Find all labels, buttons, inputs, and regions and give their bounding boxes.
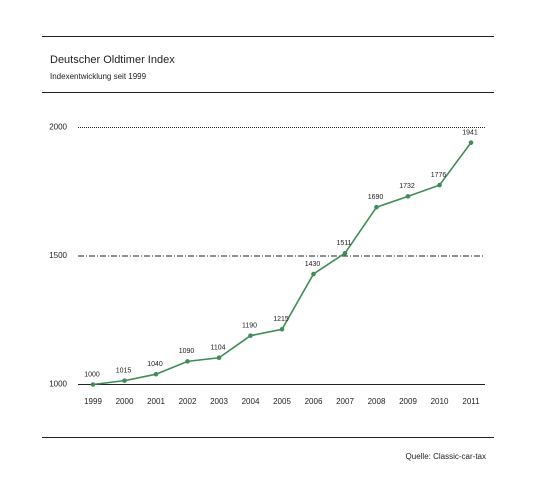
data-label: 1690 — [368, 194, 384, 201]
point — [90, 382, 96, 387]
data-label: 1732 — [399, 183, 415, 190]
x-tick-label: 2002 — [179, 397, 197, 406]
x-tick-label: 1999 — [84, 397, 102, 406]
data-label: 1104 — [210, 345, 225, 352]
x-tick-label: 2001 — [147, 397, 165, 406]
x-tick-label: 2009 — [399, 397, 417, 406]
point — [405, 194, 411, 199]
line — [92, 142, 472, 386]
x-tick-label: 2004 — [242, 397, 260, 406]
point — [279, 326, 285, 332]
data-label: 1015 — [116, 367, 132, 374]
data-label: 1090 — [179, 348, 195, 355]
point — [374, 204, 379, 210]
x-tick-label: 2005 — [273, 397, 291, 406]
x-tick-label: 2007 — [336, 397, 354, 406]
chart-subtitle: Indexentwicklung seit 1999 — [50, 72, 147, 81]
point — [216, 355, 222, 361]
data-label: 1776 — [431, 172, 447, 179]
data-label: 1511 — [336, 240, 351, 247]
point — [437, 182, 442, 188]
data-label: 1000 — [84, 371, 100, 378]
source: Quelle: Classic-car-tax — [406, 452, 486, 461]
x-tick-label: 2011 — [462, 397, 480, 406]
x-tick-label: 2003 — [210, 397, 228, 406]
data-label: 1040 — [147, 361, 163, 368]
x-tick-label: 2006 — [305, 397, 323, 406]
data-label: 1215 — [273, 316, 289, 323]
point — [311, 271, 316, 277]
data-label: 1941 — [462, 130, 478, 137]
point — [248, 333, 253, 338]
data-label: 1190 — [242, 323, 257, 330]
y-tick-label: 2000 — [49, 123, 67, 132]
data-label: 1430 — [305, 261, 321, 268]
point — [185, 359, 190, 364]
x-tick-label: 2000 — [116, 397, 134, 406]
point — [342, 250, 348, 256]
chart-title: Deutscher Oldtimer Index — [50, 54, 175, 66]
x-tick-label: 2010 — [431, 397, 449, 406]
point — [122, 378, 127, 383]
point — [468, 140, 474, 145]
x-tick-label: 2008 — [368, 397, 386, 406]
y-tick-label: 1500 — [49, 251, 67, 260]
y-tick-label: 1000 — [49, 380, 67, 389]
point — [153, 371, 159, 377]
